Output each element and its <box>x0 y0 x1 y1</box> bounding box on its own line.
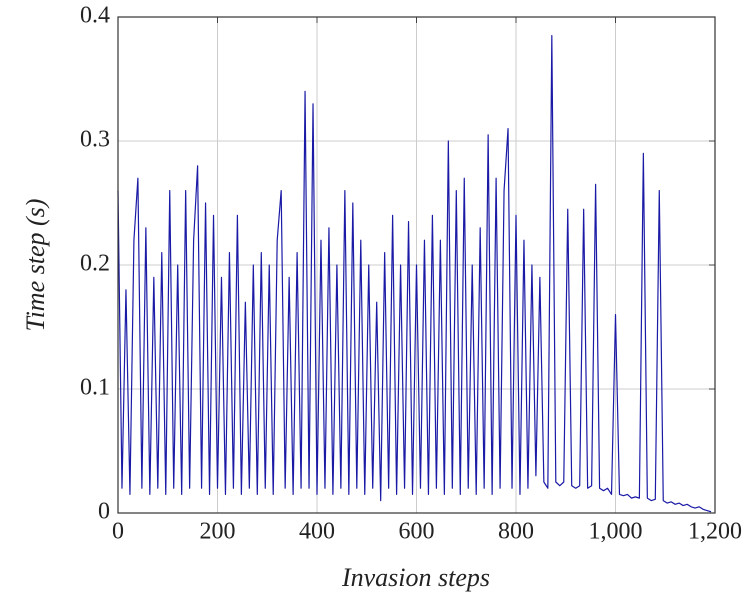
x-tick-label: 600 <box>399 519 435 545</box>
y-tick-label: 0.3 <box>80 127 110 153</box>
x-tick-label: 1,000 <box>589 519 643 545</box>
x-tick-label: 400 <box>299 519 335 545</box>
y-tick-label: 0.1 <box>80 375 110 401</box>
plot-frame <box>117 16 716 514</box>
x-tick-label: 200 <box>200 519 236 545</box>
x-tick-label: 0 <box>112 519 124 545</box>
x-tick-label: 1,200 <box>688 519 742 545</box>
y-tick-label: 0.2 <box>80 251 110 277</box>
y-tick-label: 0 <box>98 499 110 525</box>
data-line <box>117 35 712 513</box>
x-axis-label: Invasion steps <box>341 563 490 592</box>
y-axis-label: Time step (s) <box>21 199 50 332</box>
x-tick-label: 800 <box>498 519 534 545</box>
y-tick-label: 0.4 <box>80 3 110 29</box>
